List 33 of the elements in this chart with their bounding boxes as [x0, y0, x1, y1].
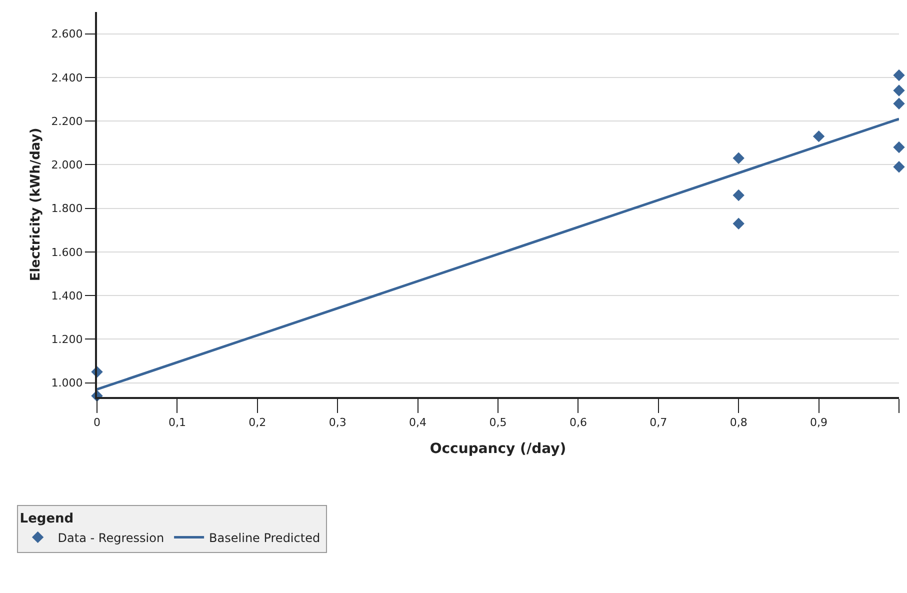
point [812, 130, 825, 142]
point [893, 141, 905, 154]
x-axis-title: Occupancy (/day) [430, 441, 566, 457]
y-tick-label: 1.400 [51, 289, 83, 302]
y-tick-label: 2.000 [51, 158, 83, 172]
y-tick-label: 2.200 [51, 114, 83, 128]
x-tick-label: 0,7 [650, 416, 668, 430]
point [893, 84, 905, 96]
x-tick-label: 0,6 [569, 416, 587, 430]
y-tick-label: 2.600 [51, 28, 83, 41]
x-tick-label: 0,5 [489, 416, 507, 430]
y-axis-title: Electricity (kWh/day) [28, 128, 44, 282]
point [893, 98, 905, 110]
legend-label: Data - Regression [58, 530, 164, 545]
point [893, 161, 905, 173]
x-tick-label: 0,8 [730, 416, 748, 430]
y-tick-label: 2.400 [51, 71, 83, 84]
legend-title: Legend [20, 512, 74, 527]
point [893, 69, 905, 82]
y-tick-label: 1.600 [51, 246, 83, 259]
legend-label: Baseline Predicted [209, 530, 320, 545]
x-tick-label: 0,2 [248, 416, 266, 430]
point [732, 152, 744, 164]
x-tick-label: 0 [94, 416, 100, 430]
x-tick-label: 0,9 [810, 416, 828, 430]
x-tick-label: 0,1 [168, 416, 186, 430]
x-tick-label: 0,3 [328, 416, 346, 430]
y-tick-label: 1.800 [51, 202, 83, 216]
point [732, 189, 744, 202]
x-tick-label: 0,4 [409, 416, 427, 430]
y-tick-label: 1.000 [51, 376, 83, 390]
point [732, 218, 744, 230]
y-tick-label: 1.200 [51, 333, 83, 346]
